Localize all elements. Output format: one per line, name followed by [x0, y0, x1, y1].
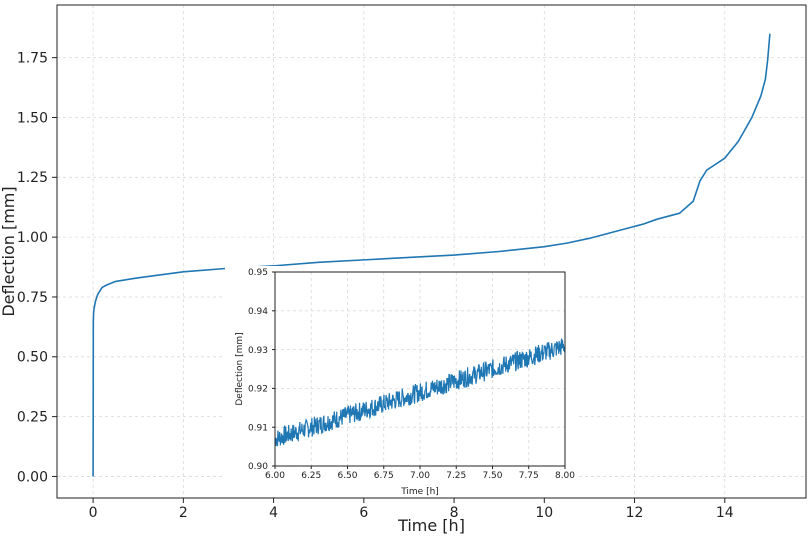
inset-y-tick-label: 0.95: [248, 268, 268, 278]
main-x-tick-label: 10: [535, 505, 553, 521]
inset-x-ticks: 6.00 6.25 6.50 6.75 7.00 7.25 7.50 7.75 8.00: [265, 466, 575, 481]
main-x-tick-label: 12: [626, 505, 644, 521]
main-series-line: [92, 33, 771, 477]
inset-x-tick-label: 6.75: [374, 471, 394, 481]
main-y-tick-label: 0.50: [17, 350, 48, 366]
inset-x-tick-label: 8.00: [555, 471, 575, 481]
main-y-tick-label: 0.00: [17, 469, 48, 485]
inset-y-tick-label: 0.92: [248, 385, 268, 395]
inset-x-tick-label: 6.00: [265, 471, 285, 481]
main-y-tick-label: 0.75: [17, 290, 48, 306]
main-x-tick-label: 14: [716, 505, 734, 521]
inset-y-tick-label: 0.93: [248, 346, 268, 356]
inset-x-tick-label: 7.50: [482, 471, 502, 481]
inset-y-tick-label: 0.94: [248, 307, 268, 317]
inset-y-ticks: 0.90 0.91 0.92 0.93 0.94 0.95: [248, 268, 275, 472]
inset-y-axis-label: Deflection [mm]: [235, 332, 245, 405]
inset-x-tick-label: 6.25: [301, 471, 321, 481]
main-y-tick-label: 1.75: [17, 51, 48, 67]
main-y-axis-label: Deflection [mm]: [0, 186, 18, 316]
main-x-tick-label: 4: [269, 505, 278, 521]
main-y-tick-label: 1.00: [17, 230, 48, 246]
inset-x-axis-label: Time [h]: [400, 487, 439, 497]
main-x-ticks: 0 2 4 6 8 10 12 14: [89, 498, 734, 521]
inset-series-line: [274, 338, 566, 447]
main-x-tick-label: 6: [359, 505, 368, 521]
inset-x-tick-label: 7.25: [446, 471, 466, 481]
main-x-axis-label: Time [h]: [397, 516, 465, 535]
main-x-tick-label: 8: [450, 505, 459, 521]
main-x-tick-label: 2: [179, 505, 188, 521]
main-plot-frame: [56, 4, 807, 499]
main-series-group: [92, 33, 771, 477]
inset-series-group: [274, 338, 566, 447]
main-x-tick-label: 0: [89, 505, 98, 521]
inset-background: [225, 266, 577, 494]
main-y-tick-label: 0.25: [17, 410, 48, 426]
main-y-tick-label: 1.25: [17, 170, 48, 186]
inset-x-tick-label: 7.75: [519, 471, 539, 481]
main-y-tick-label: 1.50: [17, 110, 48, 126]
inset-x-tick-label: 7.00: [410, 471, 430, 481]
main-y-ticks: 0.00 0.25 0.50 0.75 1.00 1.25 1.50 1.75: [17, 51, 57, 485]
inset-x-tick-label: 6.50: [337, 471, 357, 481]
inset-y-tick-label: 0.91: [248, 423, 268, 433]
inset-y-tick-label: 0.90: [248, 462, 268, 472]
